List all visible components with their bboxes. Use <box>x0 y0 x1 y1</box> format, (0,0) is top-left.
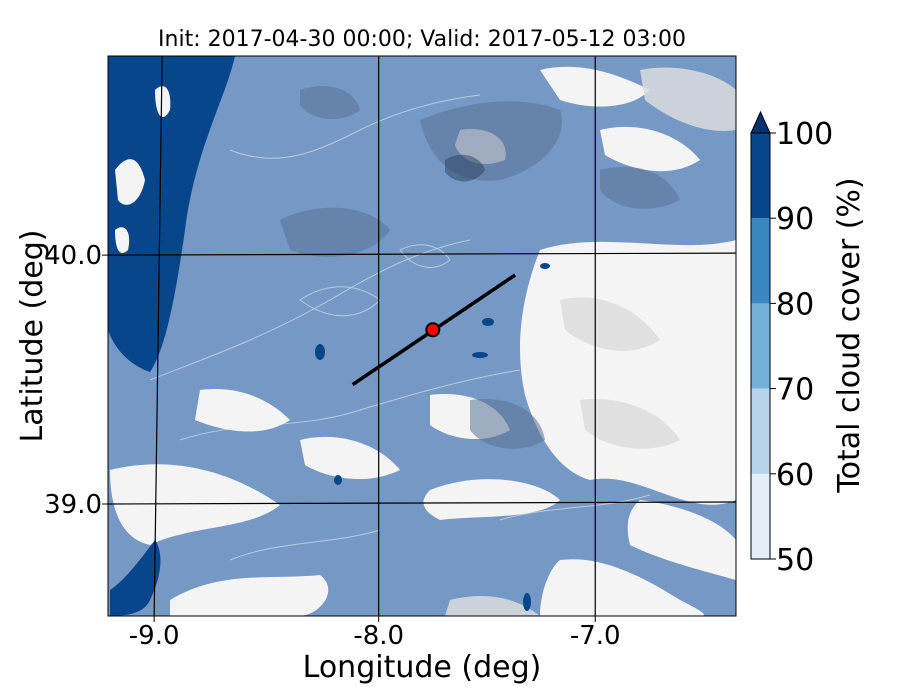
colorbar-label: Total cloud cover (%) <box>832 177 867 493</box>
transect-layer <box>351 273 517 386</box>
x-axis-ticks: -9.0 -8.0 -7.0 <box>129 616 621 651</box>
colorbar-tick-label: 100 <box>776 117 833 152</box>
location-marker <box>425 322 441 338</box>
y-axis-ticks: 40.0 39.0 <box>44 241 108 520</box>
grid-line-lon-0 <box>153 55 163 617</box>
y-tick-label: 39.0 <box>44 490 102 520</box>
x-tick-label: -8.0 <box>353 621 404 651</box>
high-cover-region <box>108 56 235 372</box>
colorbar-level-0 <box>751 473 770 559</box>
colorbar-tick-label: 90 <box>776 202 814 237</box>
y-tick-label: 40.0 <box>44 241 102 271</box>
colorbar-tick-label: 70 <box>776 373 814 408</box>
peak-shading <box>445 154 485 182</box>
grid-line-lat-1 <box>107 501 737 505</box>
x-tick-label: -7.0 <box>570 621 621 651</box>
y-axis-label: Latitude (deg) <box>15 229 50 443</box>
grey-shaded-regions <box>445 67 736 616</box>
grid-line-lat-0 <box>107 252 737 256</box>
high-cover-region-south <box>110 540 161 616</box>
x-axis-label: Longitude (deg) <box>302 650 542 685</box>
colorbar-frame <box>750 133 771 560</box>
colorbar-level-2 <box>751 303 770 389</box>
small-high-cover-cells <box>315 263 550 611</box>
colorbar-extend-arrow <box>750 110 771 134</box>
grid-lines <box>107 55 737 617</box>
contour-lines <box>149 94 651 561</box>
colorbar-tick-label: 60 <box>776 458 814 493</box>
colorbar: 50 60 70 80 90 100 <box>750 110 833 578</box>
colorbar-level-4 <box>751 133 770 219</box>
colorbar-level-3 <box>751 218 770 304</box>
high-cover-gaps <box>115 86 171 254</box>
colorbar-level-1 <box>751 388 770 474</box>
x-tick-label: -9.0 <box>129 621 180 651</box>
colorbar-tick-label: 80 <box>776 287 814 322</box>
topography-shading <box>280 86 680 449</box>
chart-title: Init: 2017-04-30 00:00; Valid: 2017-05-1… <box>158 27 686 52</box>
colorbar-tick-label: 50 <box>776 543 814 578</box>
plot-frame <box>107 55 737 617</box>
